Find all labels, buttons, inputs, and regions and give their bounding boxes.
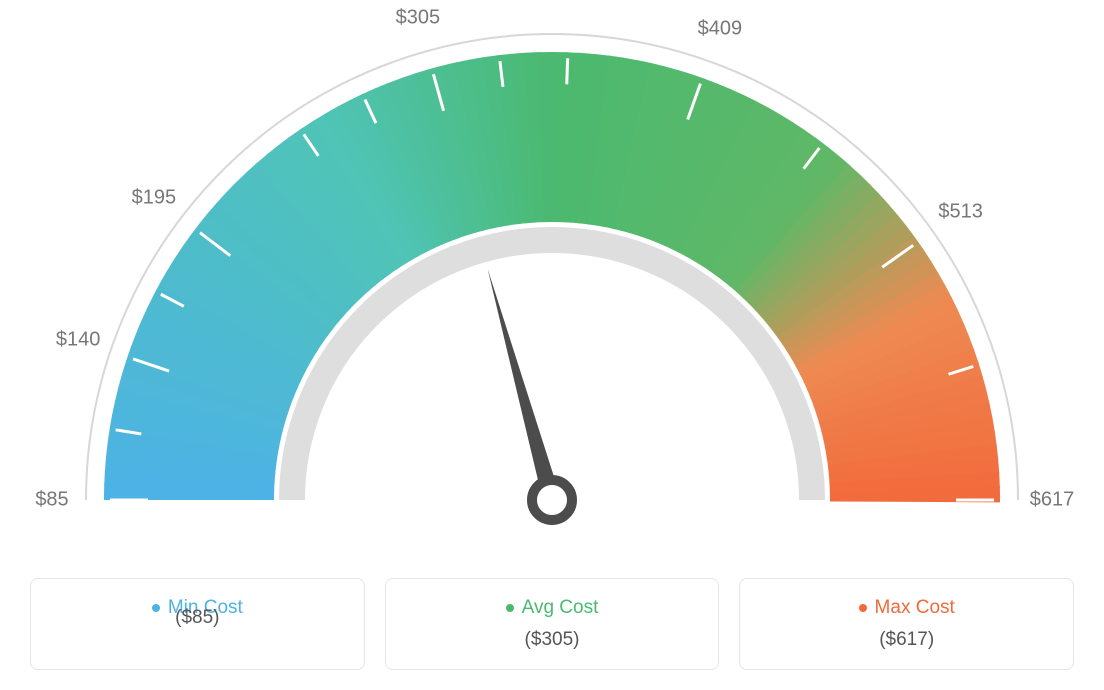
dot-icon <box>152 604 160 612</box>
dot-icon <box>859 604 867 612</box>
legend-card-avg: Avg Cost ($305) <box>385 578 720 670</box>
tick-label: $513 <box>938 200 983 223</box>
legend-value-avg: ($305) <box>396 629 709 651</box>
legend-title-avg: Avg Cost <box>506 597 599 619</box>
tick-label: $305 <box>396 7 441 30</box>
gauge-chart: $85 $140 $195 $305 $409 $513 $617 <box>0 0 1104 560</box>
legend-row: Min Cost ($85) Avg Cost ($305) Max Cost … <box>0 578 1104 670</box>
legend-value-max: ($617) <box>750 629 1063 651</box>
legend-title-text: Max Cost <box>875 597 955 619</box>
tick-label: $140 <box>56 329 101 352</box>
legend-card-min: Min Cost ($85) <box>30 578 365 670</box>
dot-icon <box>506 604 514 612</box>
tick-label: $85 <box>35 489 68 512</box>
gauge-svg <box>0 0 1104 560</box>
legend-value-min: ($85) <box>41 607 354 629</box>
tick-label: $195 <box>132 186 177 209</box>
tick-label: $409 <box>698 18 743 41</box>
legend-card-max: Max Cost ($617) <box>739 578 1074 670</box>
legend-title-text: Avg Cost <box>522 597 599 619</box>
tick-label: $617 <box>1030 489 1075 512</box>
legend-title-max: Max Cost <box>859 597 955 619</box>
cost-gauge-container: $85 $140 $195 $305 $409 $513 $617 Min Cost ($8… <box>0 0 1104 690</box>
